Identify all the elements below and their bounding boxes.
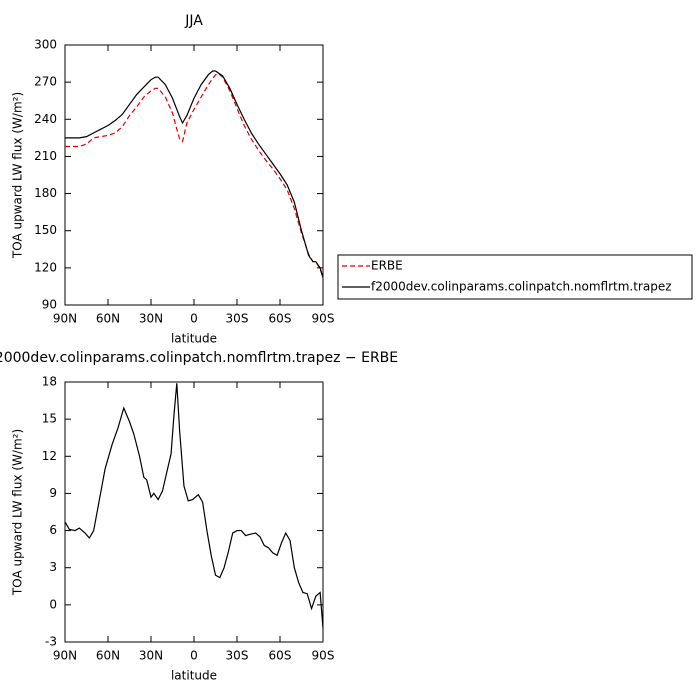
x-tick-label: 60S [269, 312, 292, 326]
x-tick-label: 90S [312, 312, 335, 326]
y-tick-label: 300 [34, 38, 57, 52]
y-tick-label: 150 [34, 223, 57, 237]
legend-label: ERBE [371, 259, 403, 273]
y-tick-label: 90 [42, 298, 57, 312]
y-axis-label: TOA upward LW flux (W/m²) [11, 429, 25, 596]
x-tick-label: 60N [96, 649, 120, 663]
chart-title: JJA [184, 13, 203, 29]
x-tick-label: 0 [190, 649, 198, 663]
y-tick-label: 18 [42, 375, 57, 389]
plot-frame [64, 44, 324, 306]
x-axis-label: latitude [171, 669, 217, 683]
line-series [65, 72, 324, 278]
x-tick-label: 30N [139, 649, 163, 663]
y-tick-label: 6 [49, 523, 57, 537]
y-tick-label: 12 [42, 449, 57, 463]
y-tick-label: 120 [34, 260, 57, 274]
chart-title: f2000dev.colinparams.colinpatch.nomflrtm… [0, 350, 398, 366]
y-tick-label: 9 [49, 486, 57, 500]
x-tick-label: 30S [226, 312, 249, 326]
y-tick-label: 240 [34, 112, 57, 126]
y-tick-label: 3 [49, 560, 57, 574]
x-tick-label: 90N [53, 312, 77, 326]
x-tick-label: 90N [53, 649, 77, 663]
x-tick-label: 30S [226, 649, 249, 663]
x-tick-label: 60N [96, 312, 120, 326]
x-tick-label: 90S [312, 649, 335, 663]
y-tick-label: 15 [42, 412, 57, 426]
plot-frame [64, 381, 324, 643]
x-tick-label: 30N [139, 312, 163, 326]
y-tick-label: 0 [49, 597, 57, 611]
y-tick-label: 180 [34, 186, 57, 200]
legend-box [337, 254, 693, 300]
y-tick-label: 210 [34, 149, 57, 163]
line-series [64, 383, 324, 629]
x-tick-label: 60S [269, 649, 292, 663]
line-series [65, 70, 324, 278]
x-tick-label: 0 [190, 312, 198, 326]
legend-label: f2000dev.colinparams.colinpatch.nomflrtm… [371, 280, 672, 294]
y-axis-label: TOA upward LW flux (W/m²) [11, 92, 25, 259]
y-tick-label: 270 [34, 75, 57, 89]
x-axis-label: latitude [171, 332, 217, 346]
y-tick-label: -3 [45, 635, 57, 649]
